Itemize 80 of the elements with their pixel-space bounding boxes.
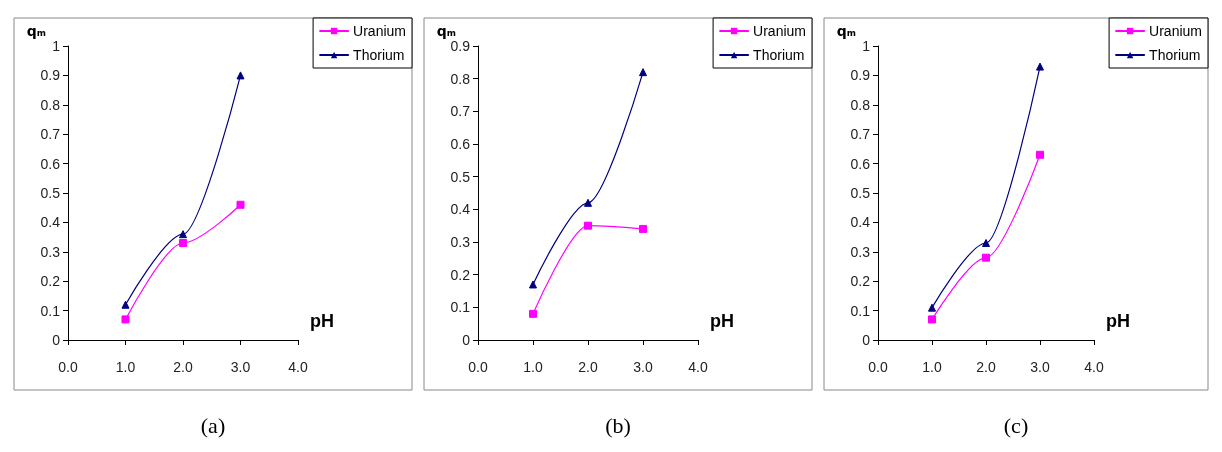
- x-axis-title: pH: [1106, 311, 1130, 331]
- y-tick-label: 0: [52, 332, 61, 348]
- x-tick-label: 3.0: [230, 359, 251, 375]
- x-tick-label: 1.0: [115, 359, 136, 375]
- legend-label: Uranium: [753, 23, 806, 39]
- point: [928, 315, 936, 324]
- y-tick-label: 0.6: [40, 155, 61, 172]
- y-tick-label: 0.9: [450, 38, 471, 54]
- x-tick-label: 2.0: [173, 359, 193, 375]
- legend-label: Thorium: [353, 47, 405, 63]
- point: [982, 238, 990, 247]
- point: [928, 303, 936, 312]
- y-tick-label: 0.5: [850, 185, 871, 201]
- x-tick-label: 3.0: [1030, 359, 1050, 375]
- point: [121, 300, 130, 309]
- point: [236, 200, 245, 209]
- point: [982, 253, 990, 262]
- y-tick-label: 0.4: [450, 201, 471, 218]
- y-tick-label: 1: [52, 38, 61, 54]
- y-tick-label: 0.9: [850, 67, 871, 84]
- y-tick-label: 0.5: [450, 168, 471, 185]
- y-tick-label: 0.8: [450, 70, 471, 87]
- text: (c): [1003, 412, 1029, 438]
- x-tick-label: 3.0: [633, 359, 653, 375]
- y-tick-label: 0.8: [850, 96, 871, 113]
- x-tick-label: 4.0: [688, 359, 708, 375]
- y-tick-label: 0.8: [40, 96, 61, 113]
- x-axis-title: pH: [310, 311, 334, 331]
- y-tick-label: 1: [862, 38, 871, 54]
- y-tick-label: 0.1: [850, 302, 871, 319]
- x-tick-label: 4.0: [1084, 359, 1104, 375]
- x-axis-title: pH: [710, 311, 734, 331]
- point: [179, 238, 187, 247]
- point: [584, 221, 592, 230]
- x-tick-label: 0.0: [58, 359, 78, 375]
- point: [179, 230, 187, 239]
- point: [236, 71, 245, 80]
- x-tick-label: 0.0: [868, 359, 888, 375]
- legend-label: Thorium: [1149, 47, 1201, 63]
- y-tick-label: 0.3: [450, 234, 471, 250]
- y-tick-label: 0.3: [40, 243, 61, 260]
- x-tick-label: 1.0: [922, 359, 942, 375]
- point: [121, 315, 130, 324]
- point: [529, 309, 537, 318]
- y-tick-label: 0.2: [40, 273, 61, 290]
- point: [639, 68, 647, 77]
- y-axis-title: qₘ: [836, 23, 856, 39]
- y-tick-label: 0.5: [40, 185, 61, 201]
- x-tick-label: 2.0: [976, 359, 996, 375]
- legend-label: Uranium: [1149, 23, 1202, 39]
- y-tick-label: 0: [462, 332, 471, 348]
- legend-label: Uranium: [353, 23, 406, 39]
- y-tick-label: 0: [862, 332, 871, 348]
- point: [529, 280, 537, 289]
- y-tick-label: 0.7: [40, 126, 61, 143]
- y-tick-label: 0.4: [40, 214, 61, 231]
- y-tick-label: 0.6: [850, 155, 871, 172]
- legend-label: Thorium: [753, 47, 805, 63]
- point: [584, 198, 592, 207]
- x-tick-label: 1.0: [523, 359, 543, 375]
- text: (a): [200, 412, 226, 438]
- point: [1036, 150, 1044, 159]
- y-tick-label: 0.4: [850, 214, 871, 231]
- y-axis-title: qₘ: [436, 23, 456, 39]
- x-tick-label: 4.0: [288, 359, 308, 375]
- x-tick-label: 2.0: [578, 359, 598, 375]
- x-tick-label: 0.0: [468, 359, 488, 375]
- point: [1036, 62, 1044, 71]
- y-tick-label: 0.2: [850, 273, 871, 290]
- y-tick-label: 0.6: [450, 136, 471, 152]
- y-tick-label: 0.1: [40, 302, 61, 319]
- y-tick-label: 0.1: [450, 299, 471, 316]
- text: (b): [605, 412, 631, 438]
- y-tick-label: 0.7: [850, 126, 871, 143]
- y-tick-label: 0.2: [450, 266, 471, 283]
- y-tick-label: 0.7: [450, 103, 471, 120]
- y-axis-title: qₘ: [26, 23, 46, 39]
- point: [639, 224, 647, 233]
- y-tick-label: 0.9: [40, 67, 61, 84]
- y-tick-label: 0.3: [850, 243, 871, 260]
